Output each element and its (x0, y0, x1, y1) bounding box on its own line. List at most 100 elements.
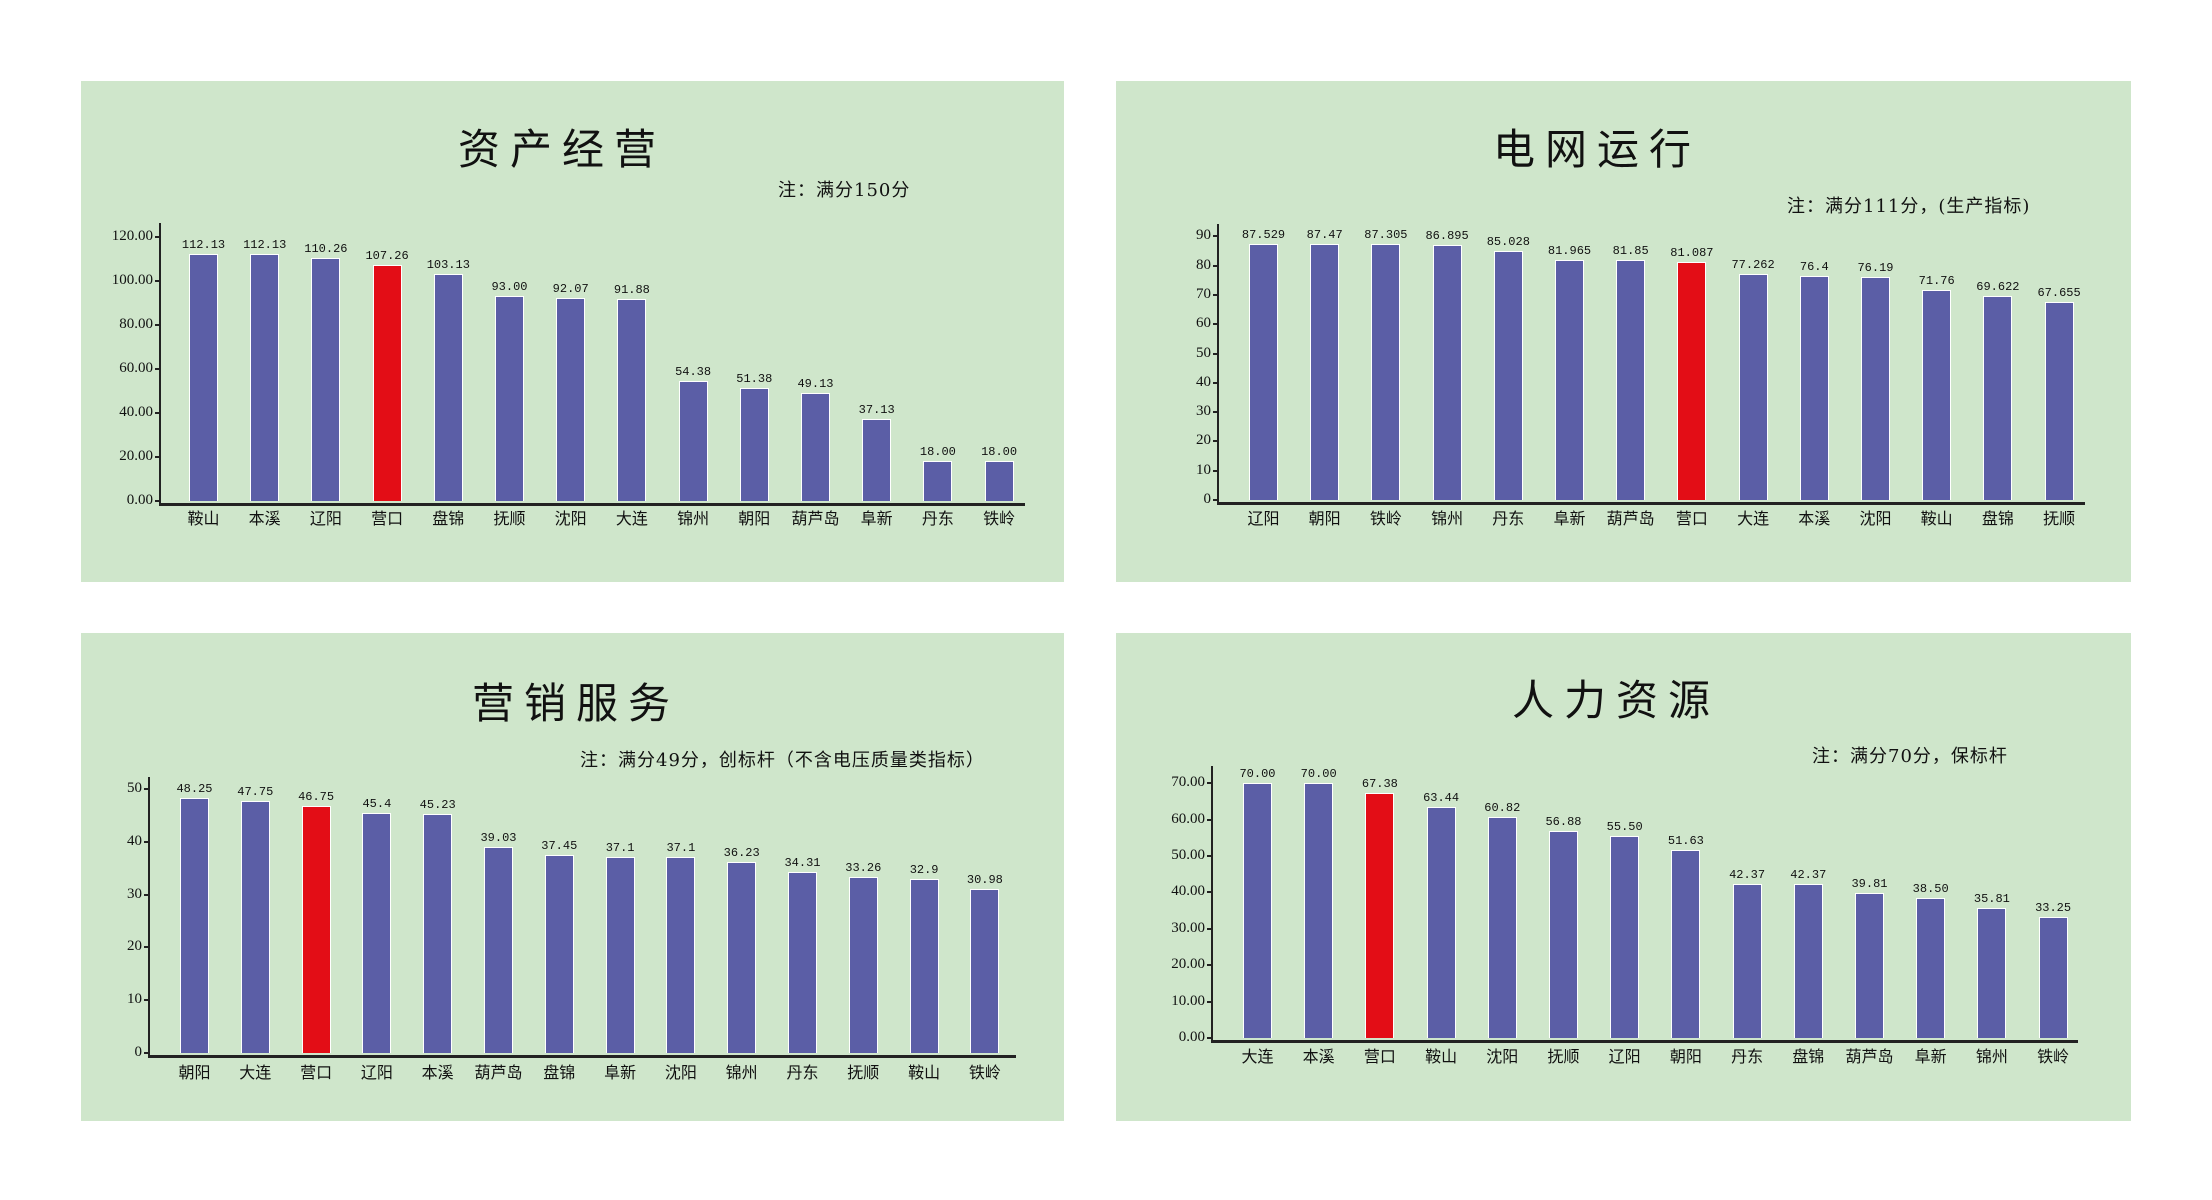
bar-value-label: 51.38 (736, 371, 773, 386)
bar (1983, 296, 2013, 500)
category-label: 丹东 (786, 1063, 819, 1082)
bar-value-label: 87.305 (1364, 228, 1408, 243)
bar-value-label: 103.13 (426, 258, 470, 273)
bar (1732, 883, 1762, 1038)
category-label: 阜新 (860, 509, 893, 528)
category-label: 沈阳 (664, 1063, 697, 1082)
bar (1861, 276, 1890, 500)
bar-value-label: 77.262 (1731, 257, 1775, 272)
bar-value-label: 30.98 (966, 873, 1003, 888)
bar (362, 813, 392, 1053)
category-label: 鞍山 (908, 1063, 941, 1082)
y-tick-label: 0.00 (1178, 1029, 1205, 1045)
y-tick-label: 120.00 (111, 228, 153, 244)
bar-value-label: 76.4 (1799, 260, 1829, 275)
bar-value-label: 93.00 (491, 280, 528, 295)
y-tick-label: 60.00 (1171, 810, 1205, 827)
bar-value-label: 107.26 (365, 249, 409, 264)
bar (666, 857, 696, 1053)
y-tick (1213, 381, 1218, 384)
bar-value-label: 42.37 (1729, 867, 1766, 882)
y-axis (148, 777, 150, 1058)
bar (1793, 883, 1823, 1038)
bar (423, 814, 453, 1053)
bar (605, 857, 635, 1053)
bar (1555, 259, 1584, 500)
bar-value-label: 55.50 (1606, 819, 1643, 834)
bar (801, 392, 830, 501)
bar-value-label: 36.23 (723, 845, 760, 860)
category-label: 营口 (1675, 509, 1708, 528)
x-axis (148, 1055, 1016, 1058)
bar (1799, 276, 1829, 500)
bar (678, 381, 708, 501)
y-tick (1207, 818, 1212, 821)
y-tick (155, 412, 160, 414)
y-tick-label: 40 (127, 832, 142, 849)
bar (739, 387, 769, 501)
bar-value-label: 91.88 (613, 282, 650, 297)
category-label: 沈阳 (1486, 1047, 1519, 1066)
x-axis (1217, 502, 2085, 505)
y-tick-label: 40.00 (119, 404, 153, 420)
chart-note: 注：满分111分，(生产指标) (1787, 196, 2031, 217)
category-label: 辽阳 (1608, 1047, 1641, 1066)
y-tick (1207, 855, 1212, 857)
y-axis (159, 223, 161, 506)
category-label: 阜新 (1553, 509, 1586, 528)
category-label: 丹东 (1731, 1047, 1764, 1066)
y-tick-label: 0 (1203, 491, 1212, 507)
bar-highlight (372, 265, 402, 501)
y-tick (1213, 411, 1218, 414)
y-tick (1207, 1000, 1212, 1003)
bar (1738, 273, 1768, 500)
bar-value-label: 92.07 (552, 282, 589, 297)
bar-value-label: 45.4 (362, 797, 392, 812)
chart-title: 电网运行 (1493, 125, 1702, 174)
chart-panel-grid-operation: 电网运行 注：满分111分，(生产指标) 0 10 20 30 40 50 60 70 80 90… (1116, 81, 2131, 582)
bar (1671, 850, 1701, 1038)
chart-title: 资产经营 (458, 125, 667, 174)
bar-value-label: 85.028 (1486, 234, 1530, 249)
y-tick-label: 80 (1196, 256, 1211, 273)
bar (1426, 807, 1456, 1038)
chart-note: 注：满分70分，保标杆 (1812, 746, 2008, 767)
bar (1855, 893, 1884, 1038)
bar-value-label: 63.44 (1423, 791, 1460, 806)
category-label: 盘锦 (1981, 509, 2014, 528)
y-tick (1213, 440, 1218, 443)
y-tick-label: 60 (1196, 315, 1211, 332)
category-label: 鞍山 (1920, 509, 1953, 528)
bar (2038, 916, 2068, 1038)
bar-value-label: 34.31 (784, 855, 821, 870)
bar-highlight (301, 806, 331, 1053)
chart-title: 营销服务 (472, 679, 681, 728)
bar (484, 846, 513, 1053)
bar-value-label: 32.9 (909, 863, 939, 878)
bar (1487, 816, 1517, 1038)
y-tick-label: 80.00 (119, 316, 153, 332)
y-tick-label: 10.00 (1171, 992, 1205, 1009)
y-tick-label: 50.00 (1171, 847, 1205, 863)
category-label: 大连 (1241, 1047, 1274, 1066)
chart-note: 注：满分150分 (778, 180, 911, 201)
bar (189, 254, 218, 501)
y-tick-label: 10 (1196, 461, 1211, 478)
chart-note: 注：满分49分，创标杆（不含电压质量类指标） (580, 750, 985, 771)
bar (970, 889, 1000, 1053)
bar-value-label: 37.45 (541, 839, 578, 854)
bar (1493, 250, 1523, 500)
bar (1432, 245, 1462, 500)
bar (311, 258, 341, 501)
bar-value-label: 54.38 (675, 365, 712, 380)
bar (433, 274, 463, 501)
bar (984, 461, 1014, 501)
bar-value-label: 37.13 (858, 403, 895, 418)
category-label: 抚顺 (493, 509, 526, 528)
y-tick (1213, 293, 1218, 296)
x-axis (159, 503, 1025, 506)
bar-value-label: 112.13 (181, 238, 226, 253)
category-label: 葫芦岛 (1845, 1047, 1894, 1066)
y-tick-label: 60.00 (119, 360, 153, 376)
bar-value-label: 70.00 (1300, 767, 1337, 782)
